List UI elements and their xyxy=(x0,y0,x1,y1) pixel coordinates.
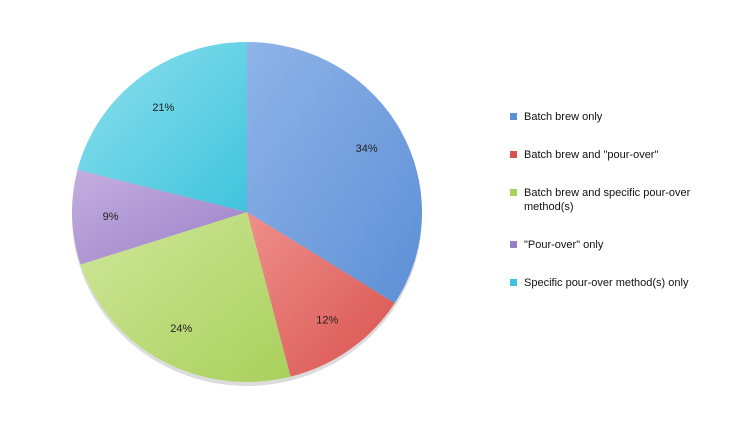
pie-slice xyxy=(80,212,291,383)
legend-label: "Pour-over" only xyxy=(524,239,604,251)
slice-value-label: 21% xyxy=(152,102,174,114)
legend-label: Batch brew and specific pour-over method… xyxy=(524,187,691,213)
legend-label: Batch brew only xyxy=(524,111,603,123)
legend-swatch xyxy=(510,241,517,248)
slice-value-label: 24% xyxy=(170,323,192,335)
slice-value-label: 12% xyxy=(316,314,338,326)
pie-slice xyxy=(77,42,247,212)
legend-label: Specific pour-over method(s) only xyxy=(524,277,689,289)
pie-slice xyxy=(71,169,247,265)
slice-value-label: 9% xyxy=(103,211,119,223)
legend-item: Batch brew and specific pour-over method… xyxy=(510,186,735,214)
legend-label: Batch brew and "pour-over" xyxy=(524,149,659,161)
legend-item: Batch brew and "pour-over" xyxy=(510,148,735,162)
pie-chart: 34% 12% 24% 9% 21% xyxy=(71,42,422,386)
legend-swatch xyxy=(510,189,517,196)
legend-swatch xyxy=(510,113,517,120)
legend-item: "Pour-over" only xyxy=(510,238,735,252)
legend-swatch xyxy=(510,151,517,158)
legend-item: Specific pour-over method(s) only xyxy=(510,276,735,290)
pie-slice xyxy=(247,42,422,304)
slice-value-label: 34% xyxy=(356,143,378,155)
legend-item: Batch brew only xyxy=(510,110,735,124)
pie-slice xyxy=(247,212,395,377)
chart-legend: Batch brew only Batch brew and "pour-over… xyxy=(510,110,735,314)
legend-swatch xyxy=(510,279,517,286)
